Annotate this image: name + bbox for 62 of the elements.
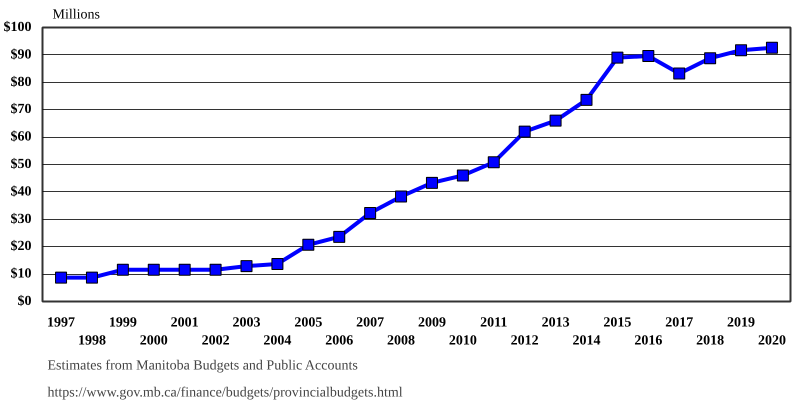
x-tick-label: 2006 bbox=[325, 334, 354, 348]
y-tick-label: $10 bbox=[10, 266, 32, 282]
x-tick-label: 2019 bbox=[727, 316, 756, 330]
text: Estimates from Manitoba Budgets and Public Accounts bbox=[48, 358, 358, 374]
x-tick-label: 2009 bbox=[418, 316, 446, 330]
point bbox=[116, 264, 129, 276]
x-tick-label: 2000 bbox=[140, 334, 168, 348]
y-tick-label: $100 bbox=[4, 20, 32, 35]
point bbox=[148, 264, 160, 276]
point bbox=[55, 272, 68, 284]
point bbox=[735, 44, 748, 56]
x-tick-label: 2002 bbox=[202, 334, 230, 348]
point bbox=[271, 258, 284, 270]
x-tick-label: 2016 bbox=[634, 334, 662, 348]
x-tick-label: 2014 bbox=[572, 334, 600, 348]
point bbox=[488, 156, 500, 168]
point bbox=[86, 272, 98, 284]
point bbox=[302, 238, 314, 251]
point bbox=[673, 68, 686, 80]
x-tick-label: 2012 bbox=[510, 334, 539, 348]
text: https://www.gov.mb.ca/finance/budgets/provincialbudgets.html bbox=[48, 386, 403, 400]
x-tick-label: 2005 bbox=[294, 316, 322, 330]
y-tick-label: $50 bbox=[10, 157, 32, 172]
x-tick-label: 2013 bbox=[542, 316, 570, 330]
point bbox=[333, 230, 346, 243]
x-tick-label: 1997 bbox=[47, 316, 76, 330]
point bbox=[210, 264, 222, 276]
y-tick-label: $90 bbox=[10, 47, 32, 62]
x-tick-label: 2018 bbox=[696, 334, 724, 348]
x-tick-label: 2007 bbox=[356, 316, 384, 330]
y-tick-label: $20 bbox=[10, 239, 32, 254]
point bbox=[550, 114, 562, 127]
x-tick-label: 2001 bbox=[170, 316, 199, 330]
point bbox=[364, 207, 376, 219]
x-tick-label: 2004 bbox=[263, 334, 292, 348]
y-tick-label: $40 bbox=[10, 184, 32, 200]
point bbox=[642, 50, 654, 62]
x-tick-label: 2020 bbox=[758, 334, 786, 348]
x-tick-label: 1999 bbox=[108, 316, 137, 330]
y-tick-label: $30 bbox=[10, 212, 32, 227]
point bbox=[240, 260, 252, 272]
x-tick-label: 2011 bbox=[480, 316, 508, 330]
x-tick-label: 2017 bbox=[665, 316, 694, 330]
point bbox=[426, 176, 438, 189]
point bbox=[766, 42, 778, 54]
point bbox=[580, 94, 592, 106]
point bbox=[178, 264, 191, 276]
x-tick-label: 2015 bbox=[603, 316, 632, 330]
y-tick-label: $80 bbox=[10, 74, 32, 90]
x-tick-label: 1998 bbox=[78, 334, 106, 348]
point bbox=[395, 190, 408, 203]
y-tick-label: $60 bbox=[10, 130, 32, 145]
x-tick-label: 2003 bbox=[232, 316, 260, 330]
x-tick-label: 2010 bbox=[448, 334, 477, 348]
x-tick-label: 2008 bbox=[387, 334, 416, 348]
point bbox=[456, 169, 469, 182]
y-tick-label: $70 bbox=[10, 102, 32, 118]
point bbox=[704, 52, 716, 64]
point bbox=[518, 126, 531, 138]
y-axis-title: Millions bbox=[52, 8, 100, 22]
y-tick-label: $0 bbox=[18, 294, 32, 309]
point bbox=[611, 52, 624, 64]
